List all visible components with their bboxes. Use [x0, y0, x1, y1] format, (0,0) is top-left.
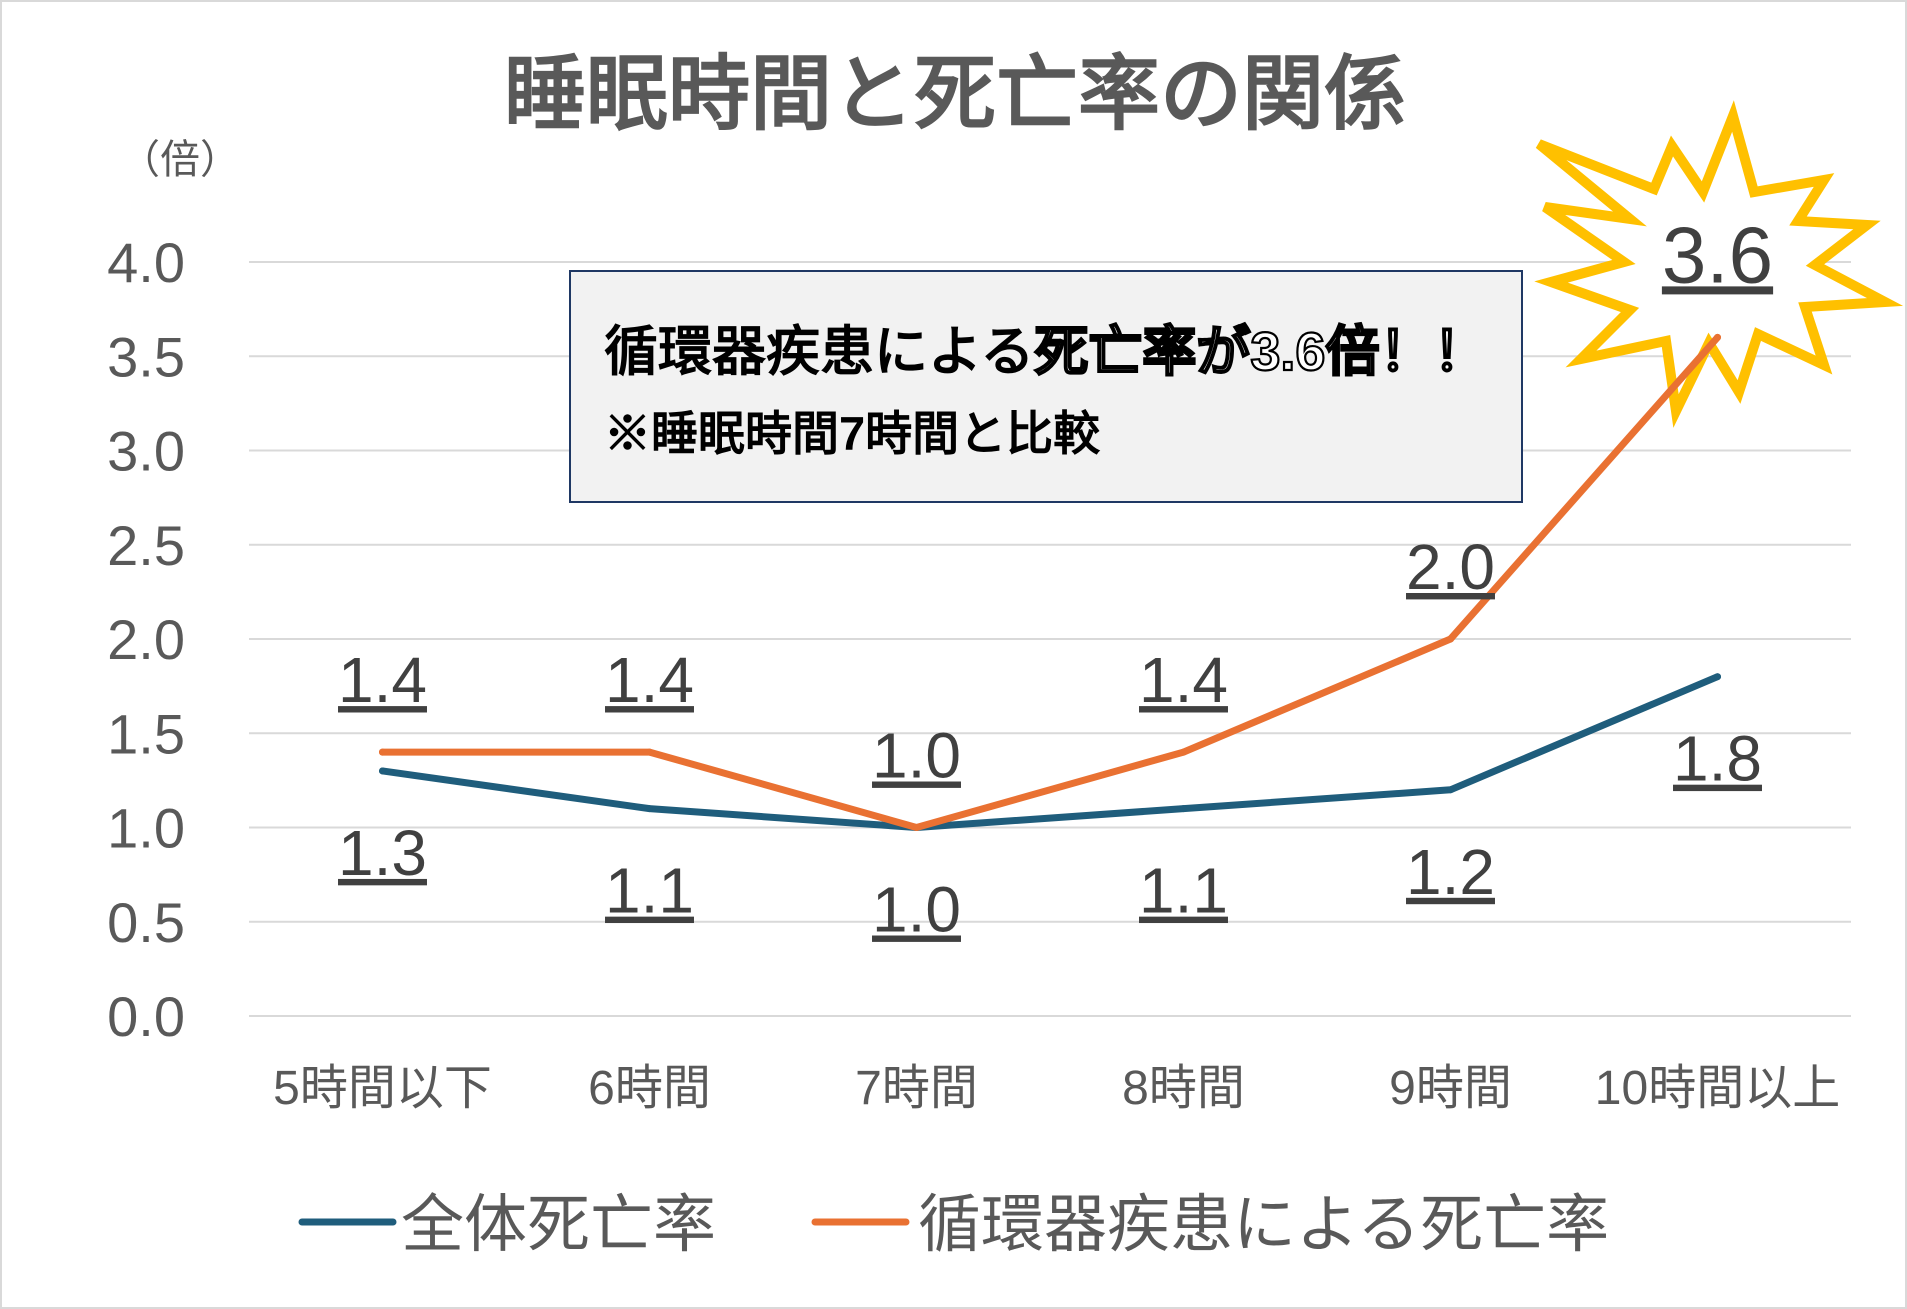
y-axis-ticks: 0.0 0.5 1.0 1.5 2.0 2.5 3.0 3.5 4.0 [107, 231, 185, 1048]
callout: 循環器疾患による死亡率が3.6倍！！ ※睡眠時間7時間と比較 [569, 270, 1523, 503]
cardiovascular-mortality-line [379, 333, 1721, 831]
cardiovascular-mortality-point [1714, 333, 1721, 341]
legend-item-cardiovascular-mortality: 循環器疾患による死亡率 [811, 1190, 1609, 1260]
legend-label-overall-mortality: 全体死亡率 [401, 1190, 716, 1260]
overall-mortality-data-label: 1.0 [872, 874, 961, 946]
data-labels: 1.3 1.1 1.0 1.1 1.2 1.8 1.4 1.4 1.0 1.4 2.0 3.6 [338, 210, 1773, 945]
y-tick-label: 1.5 [107, 702, 185, 765]
callout-headline: 循環器疾患による死亡率が3.6倍！！ [604, 322, 1487, 382]
y-tick-label: 2.0 [107, 608, 185, 671]
callout-headline-plain: 循環器疾患による [604, 322, 1034, 382]
overall-mortality-data-label: 1.8 [1673, 723, 1762, 795]
overall-mortality-data-label: 1.3 [338, 817, 427, 889]
overall-mortality-point [1447, 786, 1454, 794]
y-tick-label: 0.5 [107, 891, 185, 954]
x-category-label: 10時間以上 [1595, 1062, 1840, 1115]
callout-headline-emphasis: 死亡率が3.6倍！！ [1034, 322, 1487, 382]
legend-item-overall-mortality: 全体死亡率 [298, 1190, 716, 1260]
cardiovascular-mortality-data-label: 3.6 [1662, 210, 1773, 299]
x-axis-categories: 5時間以下 6時間 7時間 8時間 9時間 10時間以上 [273, 1062, 1840, 1115]
x-category-label: 8時間 [1122, 1062, 1245, 1115]
cardiovascular-mortality-point [1180, 748, 1187, 756]
y-tick-label: 3.5 [107, 325, 185, 388]
starburst-icon [1534, 100, 1904, 428]
series [379, 333, 1721, 831]
x-category-label: 9時間 [1389, 1062, 1512, 1115]
cardiovascular-mortality-series [379, 333, 1721, 831]
cardiovascular-mortality-data-label: 1.4 [338, 644, 427, 716]
cardiovascular-mortality-point [646, 748, 653, 756]
overall-mortality-point [1714, 673, 1721, 681]
x-category-label: 5時間以下 [273, 1062, 492, 1115]
overall-mortality-point [379, 767, 386, 775]
cardiovascular-mortality-point [1447, 635, 1454, 643]
y-axis-unit-label: （倍） [120, 138, 240, 182]
overall-mortality-data-label: 1.1 [1139, 855, 1228, 927]
legend: 全体死亡率 循環器疾患による死亡率 [298, 1190, 1609, 1260]
cardiovascular-mortality-data-label: 1.0 [872, 720, 961, 792]
cardiovascular-mortality-point [379, 748, 386, 756]
y-tick-label: 3.0 [107, 420, 185, 483]
y-tick-label: 4.0 [107, 231, 185, 294]
overall-mortality-point [646, 805, 653, 813]
overall-mortality-point [1180, 805, 1187, 813]
chart-title: 睡眠時間と死亡率の関係 [504, 49, 1406, 140]
cardiovascular-mortality-data-label: 1.4 [1139, 644, 1228, 716]
cardiovascular-mortality-data-label: 1.4 [605, 644, 694, 716]
y-tick-label: 2.5 [107, 514, 185, 577]
x-category-label: 6時間 [588, 1062, 711, 1115]
callout-box [569, 270, 1523, 503]
cardiovascular-mortality-data-label: 2.0 [1406, 531, 1495, 603]
y-tick-label: 1.0 [107, 797, 185, 860]
legend-label-cardiovascular-mortality: 循環器疾患による死亡率 [918, 1190, 1609, 1260]
callout-note: ※睡眠時間7時間と比較 [604, 407, 1101, 460]
overall-mortality-line [379, 673, 1721, 831]
cardiovascular-mortality-point [913, 824, 920, 831]
gridlines [249, 261, 1851, 1017]
overall-mortality-data-label: 1.2 [1406, 836, 1495, 908]
overall-mortality-data-label: 1.1 [605, 855, 694, 927]
y-tick-label: 0.0 [107, 985, 185, 1048]
x-category-label: 7時間 [855, 1062, 978, 1115]
